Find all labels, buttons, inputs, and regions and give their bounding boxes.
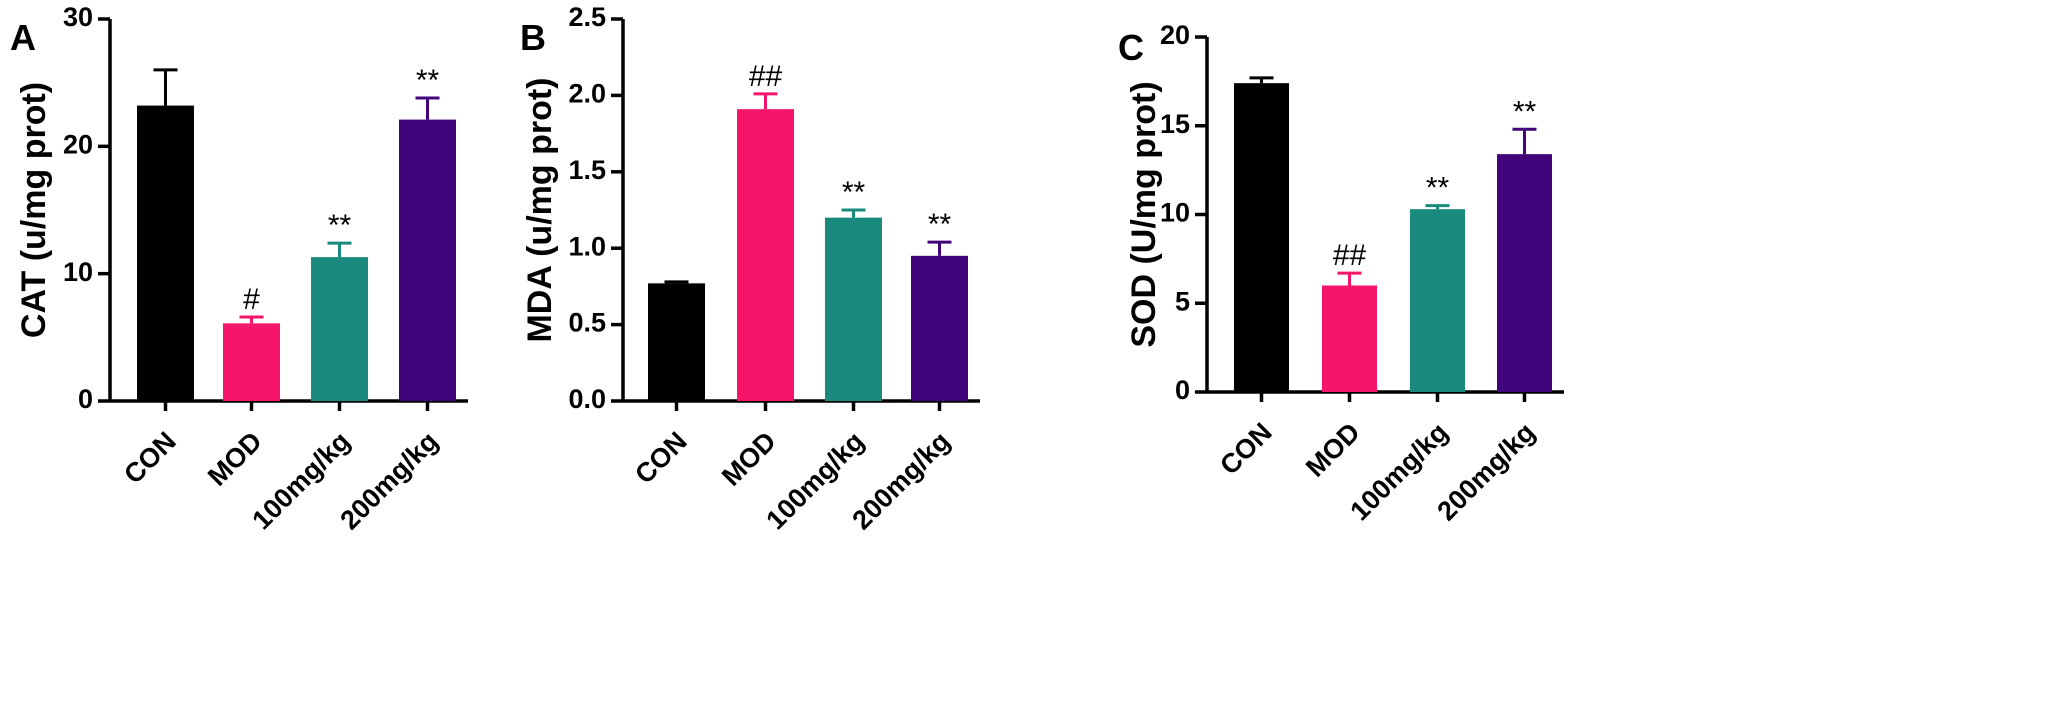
bar-con	[137, 105, 194, 401]
significance-label: **	[928, 208, 952, 241]
y-axis-label: MDA (u/mg prot)	[521, 77, 559, 342]
panel-letter: A	[10, 17, 36, 58]
panel-letter: C	[1118, 27, 1144, 68]
panel-letter: B	[520, 17, 546, 58]
y-tick-label: 1.0	[568, 231, 606, 261]
x-tick-label: CON	[629, 426, 693, 490]
significance-label: ##	[1333, 239, 1367, 272]
y-tick-label: 0.5	[568, 308, 606, 338]
significance-label: **	[842, 176, 866, 209]
y-tick-label: 15	[1160, 109, 1190, 139]
y-tick-label: 10	[63, 257, 93, 287]
y-tick-label: 30	[63, 2, 93, 32]
bar-mod	[1322, 285, 1377, 392]
y-axis-label: SOD (U/mg prot)	[1125, 81, 1163, 347]
bar-100mg-kg	[311, 257, 368, 401]
bar-mod	[223, 323, 280, 401]
y-tick-label: 1.5	[568, 155, 606, 185]
bar-100mg-kg	[825, 217, 882, 401]
y-tick-label: 0	[1175, 375, 1190, 405]
y-tick-label: 20	[1160, 20, 1190, 50]
significance-label: **	[328, 209, 352, 242]
y-tick-label: 0	[78, 384, 93, 414]
x-tick-label: MOD	[716, 426, 782, 492]
x-tick-label: CON	[118, 426, 182, 490]
significance-label: **	[1513, 95, 1537, 128]
bar-mod	[737, 109, 794, 401]
significance-label: #	[243, 283, 260, 316]
x-tick-label: CON	[1214, 417, 1278, 481]
y-tick-label: 20	[63, 129, 93, 159]
y-axis-label: CAT (u/mg prot)	[15, 82, 53, 338]
bar-200mg-kg	[399, 119, 456, 402]
significance-label: **	[1426, 172, 1450, 205]
bar-con	[648, 283, 705, 401]
y-tick-label: 2.5	[568, 2, 606, 32]
x-tick-label: MOD	[202, 426, 268, 492]
y-tick-label: 10	[1160, 198, 1190, 228]
bar-200mg-kg	[1497, 154, 1552, 392]
y-tick-label: 0.0	[568, 384, 606, 414]
bar-200mg-kg	[911, 255, 968, 401]
x-tick-label: MOD	[1300, 417, 1366, 483]
bar-con	[1234, 83, 1289, 393]
significance-label: ##	[749, 60, 783, 93]
y-tick-label: 2.0	[568, 79, 606, 109]
significance-label: **	[416, 64, 440, 97]
y-tick-label: 5	[1175, 286, 1190, 316]
bar-100mg-kg	[1410, 209, 1465, 392]
chart-panel-b: B MDA (u/mg prot) 0.0 0.5 1.0 1.5 2.0 2.5 CON ## M…	[520, 2, 980, 535]
